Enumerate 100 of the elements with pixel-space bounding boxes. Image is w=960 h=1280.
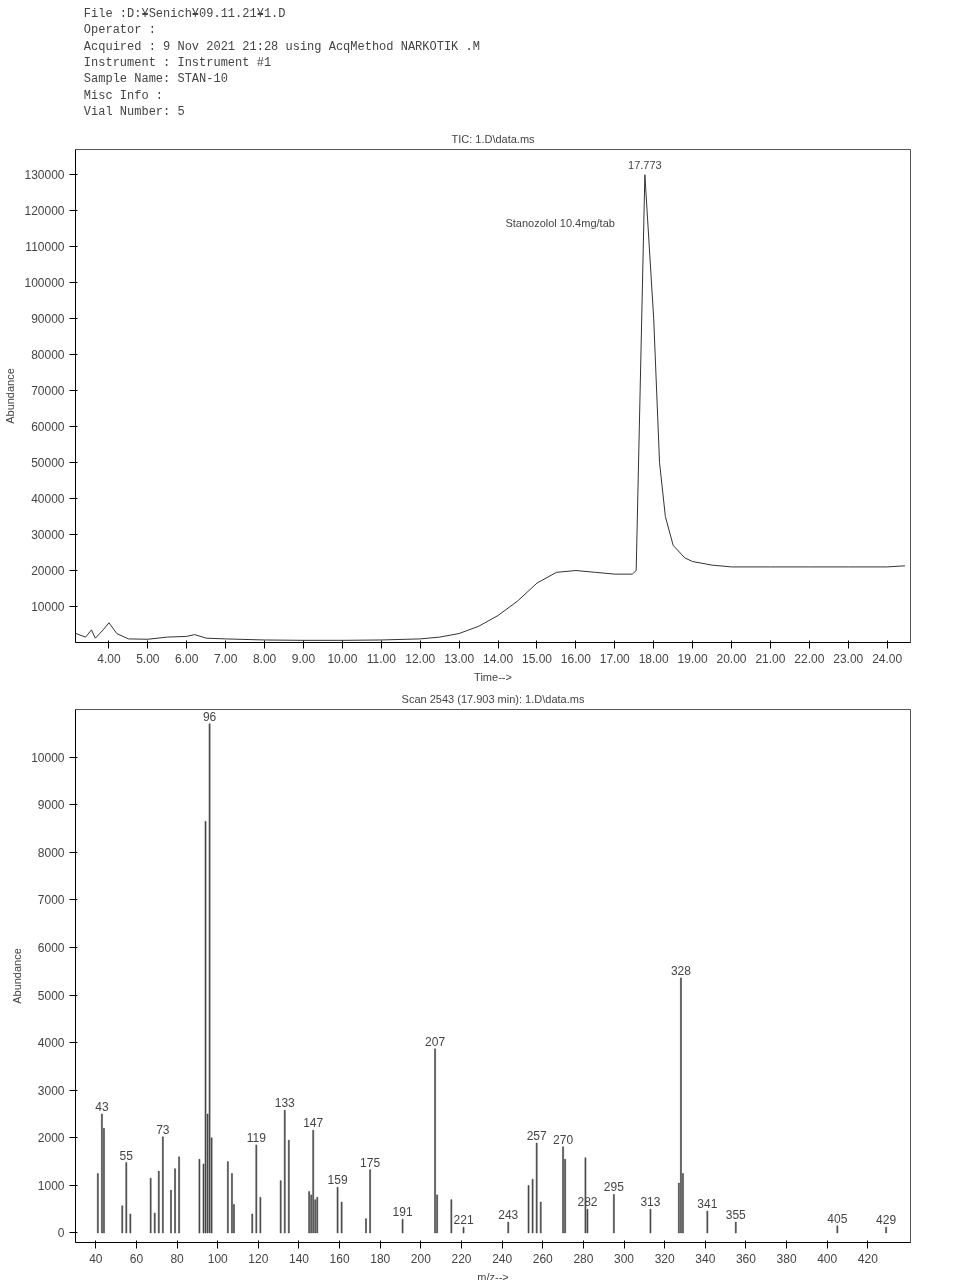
x-tick-label: 140 <box>288 1251 310 1266</box>
x-tick-label: 380 <box>776 1251 797 1266</box>
x-tick-label: 22.00 <box>794 651 825 666</box>
y-axis-title: Abundance <box>4 368 17 424</box>
annotation: 175 <box>360 1155 381 1170</box>
annotation: 159 <box>327 1173 348 1188</box>
y-tick-label: 90000 <box>31 312 65 327</box>
y-tick-label: 8000 <box>37 845 65 860</box>
annotation: 17.773 <box>628 158 662 171</box>
x-tick-label: 19.00 <box>677 651 708 666</box>
y-tick-label: 7000 <box>37 893 65 908</box>
annotation: 328 <box>670 963 692 978</box>
x-tick-label: 9.00 <box>291 651 316 666</box>
y-tick-label: 100000 <box>24 276 65 291</box>
text: Sample Name: STAN-10 <box>83 72 228 87</box>
x-tick-label: 8.00 <box>252 651 277 666</box>
annotation: 119 <box>246 1130 267 1145</box>
annotation: 133 <box>274 1096 296 1111</box>
x-tick-label: 10.00 <box>327 651 358 666</box>
text: Vial Number: 5 <box>83 105 185 120</box>
y-tick-label: 6000 <box>37 940 65 955</box>
x-tick-label: 360 <box>735 1251 757 1266</box>
y-tick-label: 10000 <box>31 600 65 615</box>
annotation: 43 <box>95 1100 109 1115</box>
annotation: 257 <box>526 1129 548 1144</box>
y-tick-label: 50000 <box>31 456 65 471</box>
x-tick-label: 280 <box>573 1251 594 1266</box>
y-tick-label: 110000 <box>25 240 65 255</box>
x-tick-label: 17.00 <box>599 651 631 666</box>
annotation: 191 <box>392 1205 413 1220</box>
x-tick-label: 11.00 <box>366 651 397 666</box>
annotation: 313 <box>640 1195 661 1210</box>
text: Acquired : 9 Nov 2021 21:28 using AcqMethod NARKOTIK .M <box>83 39 480 54</box>
x-tick-label: 7.00 <box>214 651 238 666</box>
x-tick-label: 40 <box>89 1251 103 1266</box>
y-tick-label: 0 <box>57 1226 65 1241</box>
x-tick-label: 18.00 <box>638 651 670 666</box>
x-tick-label: 4.00 <box>97 651 121 666</box>
x-tick-label: 12.00 <box>405 651 436 666</box>
y-tick-label: 5000 <box>37 988 65 1003</box>
y-axis-title: Abundance <box>11 948 24 1004</box>
x-tick-label: 260 <box>532 1251 554 1266</box>
x-tick-label: 420 <box>857 1251 879 1266</box>
annotation: 295 <box>603 1180 625 1195</box>
annotation: 96 <box>202 709 217 724</box>
annotation: 73 <box>156 1122 170 1137</box>
text: Operator : <box>83 23 156 38</box>
chart-title: Scan 2543 (17.903 min): 1.D\data.ms <box>401 692 585 705</box>
x-tick-label: 100 <box>207 1251 229 1266</box>
annotation: 147 <box>303 1116 324 1131</box>
x-tick-label: 220 <box>451 1251 472 1266</box>
x-tick-label: 5.00 <box>136 651 160 666</box>
annotation: 270 <box>553 1132 574 1147</box>
x-tick-label: 14.00 <box>483 651 514 666</box>
x-tick-label: 6.00 <box>175 651 199 666</box>
x-axis-title: m/z--> <box>477 1270 509 1280</box>
annotation: 243 <box>498 1208 519 1223</box>
y-tick-label: 9000 <box>37 798 65 813</box>
y-tick-label: 70000 <box>31 384 65 399</box>
annotation: Stanozolol 10.4mg/tab <box>505 216 615 229</box>
x-tick-label: 200 <box>410 1251 432 1266</box>
annotation: 221 <box>453 1213 474 1228</box>
x-tick-label: 13.00 <box>444 651 475 666</box>
y-tick-label: 2000 <box>37 1131 65 1146</box>
y-tick-label: 20000 <box>31 564 65 579</box>
y-tick-label: 1000 <box>37 1178 65 1193</box>
x-tick-label: 340 <box>695 1251 716 1266</box>
annotation: 55 <box>119 1148 134 1163</box>
x-tick-label: 180 <box>370 1251 391 1266</box>
x-tick-label: 24.00 <box>872 651 903 666</box>
y-tick-label: 40000 <box>31 492 65 507</box>
annotation: 429 <box>876 1213 897 1228</box>
y-tick-label: 80000 <box>31 348 65 363</box>
y-tick-label: 3000 <box>37 1083 65 1098</box>
y-tick-label: 130000 <box>24 168 65 183</box>
x-tick-label: 80 <box>170 1251 185 1266</box>
y-tick-label: 120000 <box>24 204 65 219</box>
line-series <box>75 174 906 641</box>
x-tick-label: 23.00 <box>833 651 864 666</box>
text: Instrument : Instrument #1 <box>83 56 272 70</box>
y-tick-label: 60000 <box>31 420 65 435</box>
x-tick-label: 240 <box>492 1251 513 1266</box>
chart-title: TIC: 1.D\data.ms <box>451 132 536 145</box>
annotation: 405 <box>827 1211 848 1226</box>
x-tick-label: 21.00 <box>755 651 786 666</box>
text: Misc Info : <box>83 88 164 103</box>
annotation: 207 <box>425 1034 446 1049</box>
y-tick-label: 10000 <box>31 750 65 765</box>
x-tick-label: 300 <box>614 1251 635 1266</box>
x-tick-label: 20.00 <box>716 651 747 666</box>
annotation: 355 <box>725 1208 747 1223</box>
annotation: 341 <box>697 1197 718 1212</box>
text: File :D:¥Senich¥09.11.21¥1.D <box>83 6 286 21</box>
x-tick-label: 15.00 <box>521 651 553 666</box>
x-tick-label: 16.00 <box>560 651 592 666</box>
x-tick-label: 120 <box>248 1251 269 1266</box>
x-tick-label: 400 <box>817 1251 838 1266</box>
x-axis-title: Time--> <box>474 670 512 683</box>
y-tick-label: 4000 <box>37 1036 65 1051</box>
y-tick-label: 30000 <box>31 528 65 543</box>
